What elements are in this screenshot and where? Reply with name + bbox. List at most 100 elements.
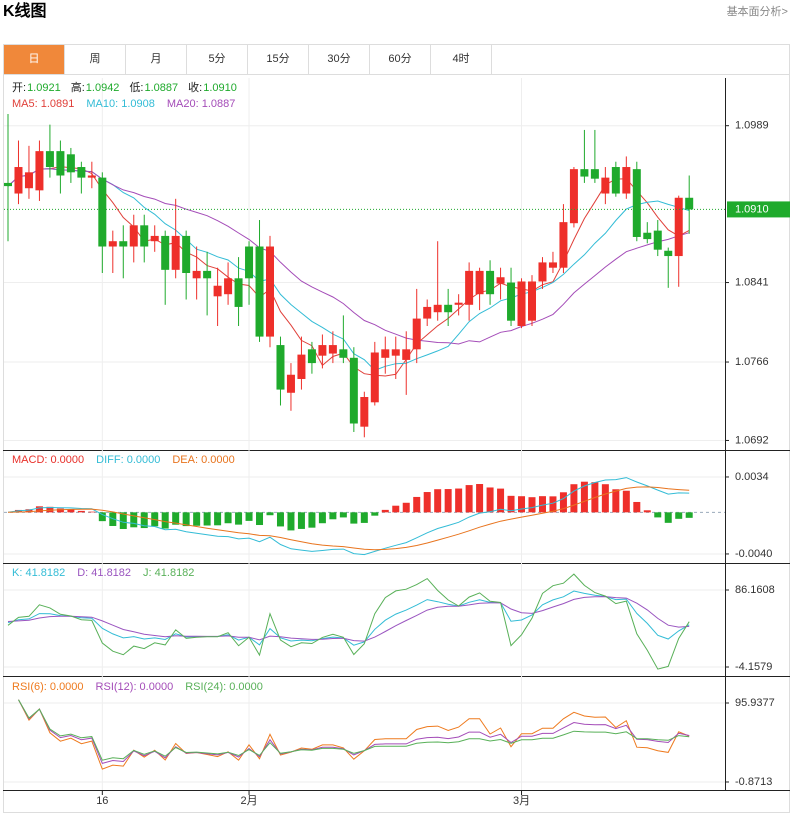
tab-label[interactable]: 30分 [327,52,350,65]
macd-bar [549,496,557,513]
macd-bar [622,490,630,513]
legend-entry: D: 41.8182 [77,567,131,579]
tab-label[interactable]: 5分 [208,52,225,65]
tab-label[interactable]: 日 [29,53,40,65]
tab-bg[interactable] [125,44,187,75]
macd-bar [476,484,484,513]
tab[interactable]: 30分 [308,44,370,75]
macd-bar [35,506,43,513]
macd-bar [339,512,347,518]
candle-body [24,172,33,189]
y-tick-label: 1.0692 [735,434,769,446]
candle-body [465,270,474,305]
macd-bar [350,512,358,524]
tab-label[interactable]: 15分 [266,52,289,65]
fundamental-link[interactable]: 基本面分析> [727,4,788,18]
macd-bar [434,489,442,513]
y-tick-label: 95.9377 [735,697,775,709]
macd-bar [203,512,211,526]
candle-body [685,197,694,210]
macd-bar [528,497,536,513]
candle-body [580,169,589,177]
legend-entry: J: 41.8182 [143,567,194,579]
y-tick-label: 0.0034 [735,471,769,483]
macd-bar [297,512,305,529]
tab-bg[interactable] [430,44,492,75]
candle-body [4,182,12,187]
tab[interactable]: 日 [3,44,65,75]
tab[interactable]: 5分 [186,44,248,75]
candle-body [507,282,516,321]
tab-label[interactable]: 周 [90,52,101,65]
candle-body [286,374,295,393]
y-tick-label: 1.0766 [735,356,769,368]
y-tick-label: 86.1608 [735,584,775,596]
candle-body [98,177,107,247]
y-tick-label: 1.0989 [735,120,769,132]
candle-body [370,352,379,403]
candle-body [454,302,463,305]
candle-body [140,225,149,247]
candle-body [360,397,369,427]
tab-bg[interactable] [64,44,126,75]
k-line [7,590,690,646]
macd-bar [465,485,473,513]
tab-label[interactable]: 60分 [388,52,411,65]
tab[interactable]: 周 [64,44,126,75]
macd-bar [25,509,33,513]
info-value: 1.0921 [27,82,61,94]
candle-body [129,225,138,247]
candle-body [433,304,442,313]
macd-bar [67,509,75,513]
macd-bar [402,502,410,513]
info-label: 高: [71,80,85,94]
candle-body [632,169,641,237]
tab-label[interactable]: 月 [151,53,162,65]
candle-body [622,167,631,194]
candle-body [108,241,117,247]
candle-body [297,354,306,379]
macd-bar [98,512,106,522]
macd-bar [413,496,421,513]
candle-body [56,151,65,176]
macd-bar [507,495,515,513]
macd-bar [245,512,253,521]
candle-body [528,281,536,321]
info-value: 1.0942 [86,82,120,94]
x-tick-label: 3月 [513,795,530,807]
page-title: K线图 [3,1,47,20]
tab[interactable]: 15分 [247,44,309,75]
legend-entry: DIFF: 0.0000 [96,454,160,466]
candle-body [307,349,316,364]
macd-bar [643,510,651,513]
candle-body [423,306,432,319]
candle-body [45,151,54,168]
legend-entry: RSI(12): 0.0000 [96,681,174,693]
tab-label[interactable]: 4时 [452,52,469,65]
macd-bar [287,512,295,531]
macd-bar [371,512,379,516]
macd-bar [214,512,222,526]
candle-body [381,349,390,358]
candle-body [664,250,673,257]
candle-body [412,318,421,350]
info-label: 低: [129,81,143,94]
tab[interactable]: 4时 [430,44,492,75]
candle-body [548,262,557,268]
candle-body [444,304,453,313]
tab[interactable]: 月 [125,44,187,75]
candle-body [245,246,254,279]
macd-bar [308,512,316,528]
candle-body [653,230,662,250]
x-tick-label: 2月 [240,795,257,807]
candle-body [192,270,201,279]
candle-body [276,345,285,390]
macd-bar [518,496,526,513]
macd-bar [633,501,641,513]
candle-body [266,246,274,337]
macd-bar [88,511,96,513]
macd-bar [455,488,463,513]
ma-line [7,168,690,371]
tab[interactable]: 60分 [369,44,431,75]
